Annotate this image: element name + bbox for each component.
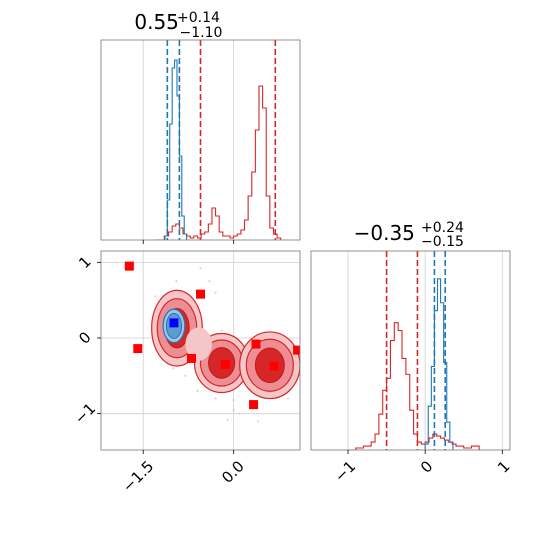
red-square-marker: [124, 261, 134, 271]
scatter-point: [172, 367, 175, 370]
scatter-point: [232, 399, 235, 402]
red-square-marker: [249, 400, 259, 410]
x-tick-label: −1.5: [119, 457, 157, 495]
red-square-marker: [133, 344, 143, 354]
scatter-point: [232, 408, 235, 411]
scatter-point: [286, 397, 289, 400]
scatter-point: [208, 280, 211, 283]
contour-frame: [100, 250, 301, 451]
y-tick-label: −1: [71, 399, 99, 427]
red-square-marker: [293, 345, 300, 355]
scatter-point: [184, 374, 187, 377]
red-square-marker: [220, 359, 230, 369]
top-left-title: 0.55 +0.14 −1.10: [134, 7, 225, 41]
bottom-right-histogram: −1 0 1: [310, 250, 514, 486]
y-tick-label: 1: [75, 253, 94, 272]
x-tick-label: 0: [417, 457, 436, 476]
blue-square-marker: [169, 318, 179, 328]
bottom-right-title: −0.35 +0.24 −0.15: [354, 217, 469, 250]
x-tick-label: 0.0: [218, 457, 248, 487]
hist-series-1: [424, 278, 454, 450]
scatter-point: [220, 329, 223, 332]
scatter-point: [214, 397, 217, 400]
hist-series-1: [164, 59, 188, 240]
scatter-point: [238, 412, 241, 415]
scatter-point: [199, 267, 202, 270]
top-left-histogram: [100, 39, 301, 244]
red-square-marker: [196, 289, 205, 299]
scatter-point: [226, 418, 229, 421]
red-square-marker: [269, 361, 279, 371]
x-tick-label: −1: [331, 457, 359, 485]
y-tick-label: 0: [75, 328, 94, 347]
contour-bridge: [185, 327, 212, 361]
scatter-point: [256, 420, 259, 423]
x-tick-label: 1: [494, 457, 513, 476]
red-square-marker: [251, 339, 261, 349]
hist-2-frame: [310, 250, 511, 451]
scatter-point: [175, 280, 178, 283]
hist-0-frame: [100, 39, 301, 241]
scatter-point: [196, 389, 199, 392]
hist-series-0: [155, 85, 282, 240]
hist-series-0: [348, 322, 480, 450]
scatter-point: [214, 291, 217, 294]
red-square-marker: [186, 353, 196, 363]
scatter-point: [154, 295, 157, 298]
bottom-left-contour: −1.5 0.0 −1 0 1: [71, 250, 301, 496]
